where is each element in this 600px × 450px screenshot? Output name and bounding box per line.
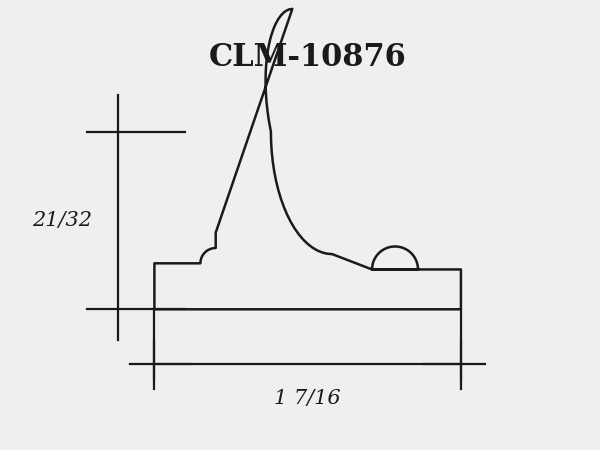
Text: 1 7/16: 1 7/16 [274,389,341,408]
Text: 21/32: 21/32 [32,211,92,230]
Text: CLM-10876: CLM-10876 [209,42,407,73]
